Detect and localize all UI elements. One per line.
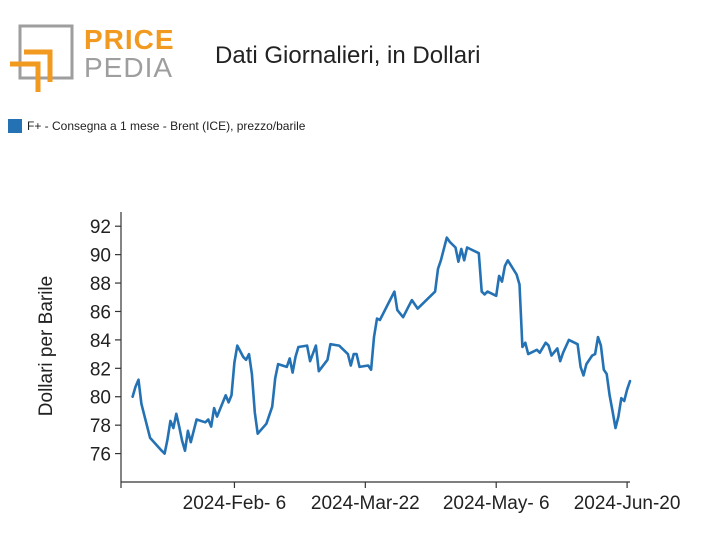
y-tick-label: 80 xyxy=(90,388,111,409)
y-tick-label: 84 xyxy=(90,331,112,352)
x-axis: 2024-Feb- 6 2024-Mar-22 2024-May- 6 2024-Ju… xyxy=(120,481,681,514)
y-axis-label: Dollari per Barile xyxy=(36,276,57,416)
series-line xyxy=(131,236,632,455)
x-tick-label: 2024-Mar-22 xyxy=(311,493,420,514)
y-tick-label: 86 xyxy=(90,302,111,323)
y-tick-label: 92 xyxy=(90,217,111,238)
x-tick-label: 2024-Feb- 6 xyxy=(183,493,287,514)
legend: F+ - Consegna a 1 mese - Brent (ICE), pr… xyxy=(8,119,305,133)
y-tick-label: 78 xyxy=(90,416,111,437)
legend-swatch xyxy=(8,119,22,133)
y-tick-label: 82 xyxy=(90,359,111,380)
x-tick-label: 2024-May- 6 xyxy=(443,493,550,514)
y-tick-label: 88 xyxy=(90,274,111,295)
y-tick-label: 90 xyxy=(90,246,111,267)
logo-word-top: PRICE xyxy=(84,24,175,55)
pricepedia-logo: PRICE PEDIA xyxy=(8,24,174,94)
legend-label: F+ - Consegna a 1 mese - Brent (ICE), pr… xyxy=(27,119,306,133)
logo-mark-icon xyxy=(10,24,74,92)
series-group xyxy=(131,236,632,455)
logo-word-bottom: PEDIA xyxy=(84,52,174,83)
y-tick-label: 76 xyxy=(90,445,111,466)
x-tick-label: 2024-Jun-20 xyxy=(574,493,681,514)
y-axis: 76 78 80 82 84 86 88 90 92 xyxy=(90,212,122,482)
chart-title: Dati Giornalieri, in Dollari xyxy=(215,42,481,69)
